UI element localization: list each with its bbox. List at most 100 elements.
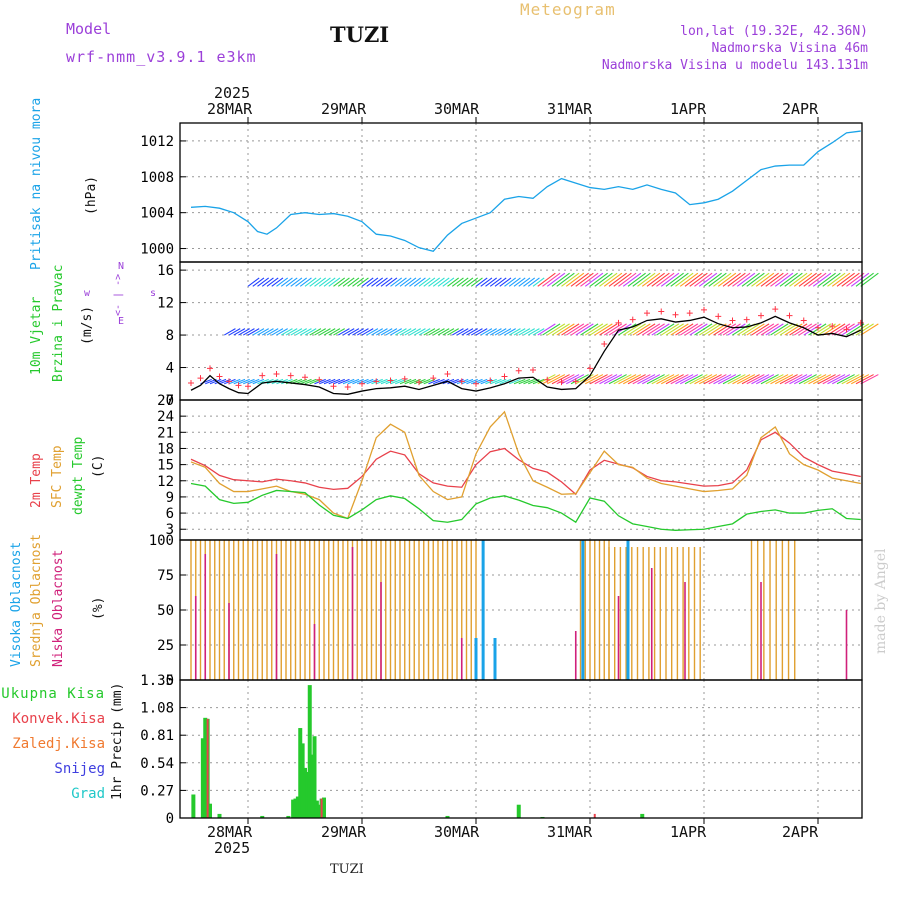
wind-barb bbox=[831, 374, 851, 385]
wind-barb bbox=[608, 323, 627, 336]
wind-barb bbox=[812, 374, 832, 385]
wind-barb bbox=[803, 374, 822, 385]
wind-barb bbox=[295, 277, 308, 287]
wind-barb bbox=[456, 277, 469, 287]
wind-barb bbox=[575, 323, 594, 336]
y-tick-label: 75 bbox=[157, 568, 174, 584]
day-top-3: 31MAR bbox=[547, 100, 593, 118]
panel-frame bbox=[179, 399, 863, 541]
y-tick-label: 0 bbox=[166, 811, 174, 827]
wind-barb bbox=[770, 374, 789, 385]
wind-barb bbox=[471, 378, 483, 385]
wind-barb bbox=[703, 374, 722, 385]
wind-barb bbox=[675, 323, 694, 336]
wind-gust-marker bbox=[772, 306, 779, 313]
wind-barb bbox=[318, 277, 331, 287]
y-tick-label: 9 bbox=[166, 490, 174, 506]
wind-barb bbox=[414, 378, 426, 385]
wind-barb bbox=[451, 328, 464, 336]
wind-barb bbox=[565, 272, 585, 287]
wind-compass-n: N bbox=[118, 261, 125, 272]
wind-barb bbox=[717, 272, 737, 287]
model-name: wrf-nmm_v3.9.1 e3km bbox=[66, 48, 257, 66]
wind-barb bbox=[656, 374, 675, 385]
wind-barb bbox=[774, 272, 794, 287]
wind-barb bbox=[599, 374, 618, 385]
wind-barb bbox=[594, 272, 613, 287]
wind-barb bbox=[779, 323, 798, 336]
wind-barb bbox=[603, 374, 623, 385]
wind-barb bbox=[375, 277, 388, 287]
wind-barb bbox=[215, 278, 226, 286]
wind-barb bbox=[784, 323, 803, 336]
wind-barb bbox=[347, 378, 360, 385]
wind-barb bbox=[304, 378, 317, 385]
wind-barb bbox=[817, 374, 836, 385]
wind-barb bbox=[470, 328, 483, 336]
y-tick-label: 12 bbox=[157, 474, 174, 490]
wind-barb bbox=[694, 323, 713, 336]
wind-barb bbox=[475, 328, 488, 336]
precip-total-bar bbox=[310, 754, 315, 818]
wind-gust-marker bbox=[815, 324, 821, 331]
precip-total-bar bbox=[317, 804, 322, 818]
wind-barb bbox=[670, 323, 689, 336]
wind-barb bbox=[323, 277, 336, 287]
wind-gust-marker bbox=[235, 382, 242, 389]
wind-barb bbox=[366, 277, 379, 287]
wind-barb bbox=[342, 277, 355, 287]
wind-barb bbox=[665, 323, 684, 336]
wind-gust-marker bbox=[197, 375, 204, 382]
y-tick-label: 24 bbox=[157, 409, 174, 425]
wind-barb bbox=[713, 272, 732, 287]
wind-gust-marker bbox=[359, 380, 365, 387]
wind-barb bbox=[466, 328, 478, 336]
wind-barb bbox=[489, 328, 502, 336]
lonlat: lon,lat (19.32E, 42.36N) bbox=[680, 24, 868, 39]
wind-barb bbox=[784, 272, 803, 287]
wind-barb bbox=[746, 272, 765, 287]
y-tick-label: 6 bbox=[166, 506, 174, 522]
wind-barb bbox=[494, 328, 507, 336]
wind-barb bbox=[352, 378, 364, 385]
wind-barb bbox=[238, 328, 250, 336]
wind-barb bbox=[570, 374, 589, 385]
wind-gust-marker bbox=[473, 380, 479, 387]
wind-barb bbox=[580, 272, 599, 287]
wind-barb bbox=[433, 378, 445, 385]
wind-barb bbox=[689, 374, 708, 385]
y-tick-label: 21 bbox=[157, 425, 174, 441]
wind-barb bbox=[670, 272, 689, 287]
wind-barb bbox=[760, 272, 779, 287]
wind-speed-line bbox=[190, 315, 862, 395]
wind-barb bbox=[300, 378, 312, 385]
precip-conv-bar bbox=[593, 813, 596, 818]
precip-total-bar bbox=[307, 685, 312, 818]
wind-gust-marker bbox=[515, 367, 522, 374]
day-top-5: 2APR bbox=[782, 100, 819, 118]
wind-gust-marker bbox=[572, 378, 579, 385]
wind-barb bbox=[646, 272, 665, 287]
wind-compass-w: w bbox=[84, 288, 91, 299]
wind-barb bbox=[224, 278, 235, 286]
wind-gust-marker bbox=[701, 306, 707, 313]
wind-barb bbox=[394, 328, 407, 336]
wind-gust-marker bbox=[843, 326, 850, 333]
wind-barb bbox=[846, 374, 865, 385]
elevation-model: Nadmorska Visina u modelu 143.131m bbox=[601, 58, 868, 73]
wind-barb bbox=[366, 328, 379, 336]
wind-gust-marker bbox=[729, 317, 736, 324]
precip-total-bar bbox=[312, 736, 317, 818]
wind-barb bbox=[789, 323, 808, 336]
wind-barb bbox=[608, 374, 627, 385]
wind-barb bbox=[432, 328, 445, 336]
y-tick-label: 1.35 bbox=[140, 673, 174, 689]
wind-barb bbox=[328, 378, 341, 385]
wind-barb bbox=[689, 323, 708, 336]
wind-barb bbox=[637, 374, 656, 385]
wind-barb bbox=[637, 323, 656, 336]
wind-barb bbox=[205, 329, 216, 335]
wind-barb bbox=[789, 272, 808, 287]
wind-barb bbox=[565, 323, 585, 336]
wind-barb bbox=[841, 323, 860, 336]
